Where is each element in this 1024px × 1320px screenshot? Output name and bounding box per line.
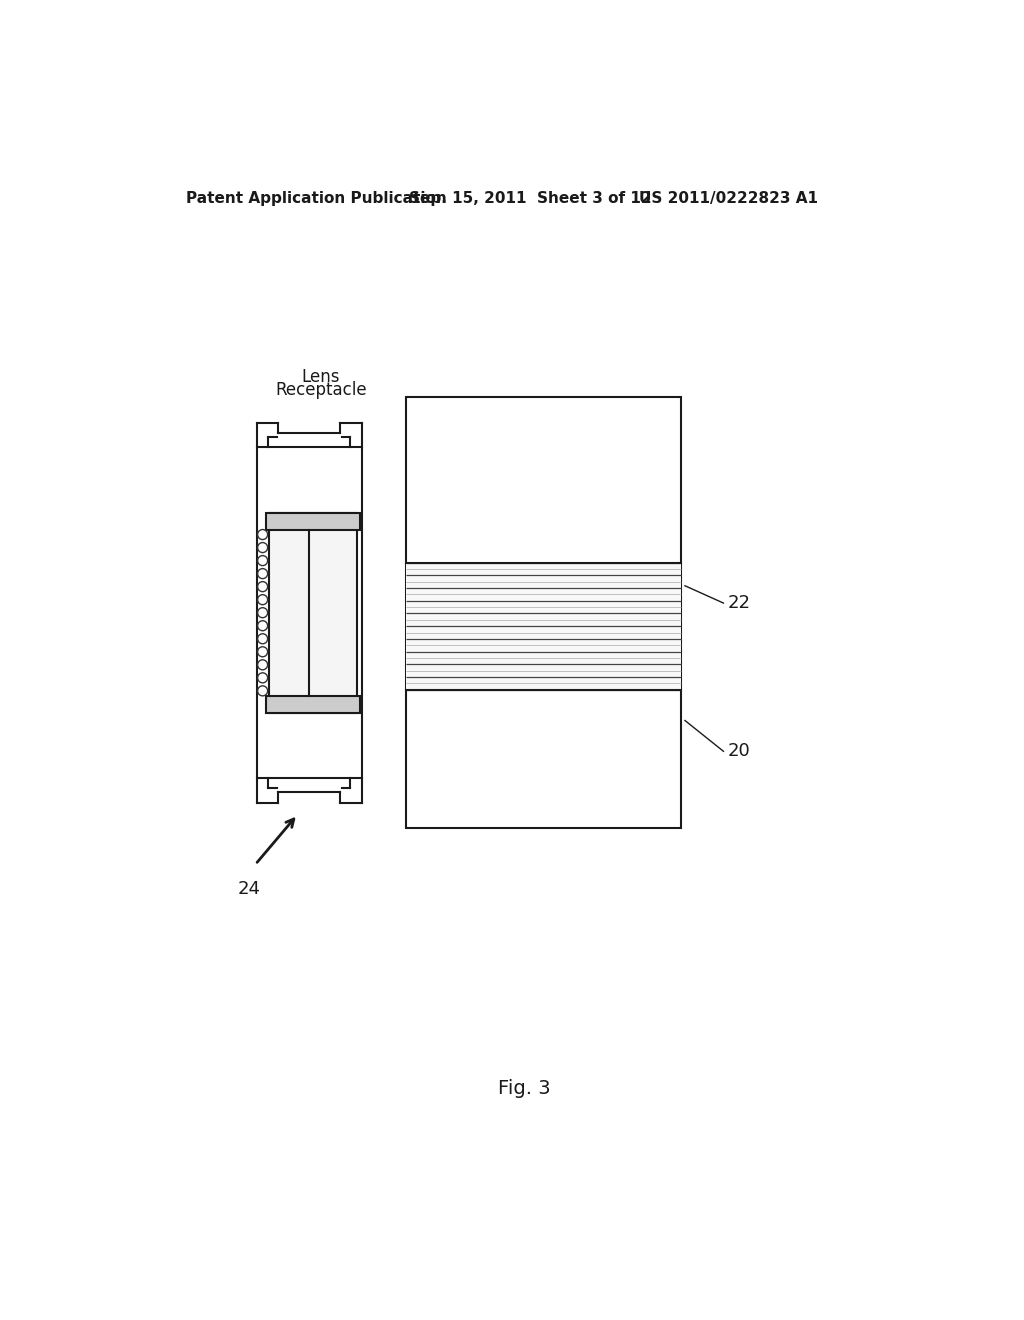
Bar: [407, 397, 681, 829]
Text: Fig. 3: Fig. 3: [499, 1078, 551, 1098]
Bar: [269, 512, 357, 713]
Text: Sep. 15, 2011  Sheet 3 of 12: Sep. 15, 2011 Sheet 3 of 12: [410, 191, 652, 206]
Bar: [407, 562, 681, 689]
Text: Patent Application Publication: Patent Application Publication: [186, 191, 446, 206]
Text: Receptacle: Receptacle: [274, 381, 367, 400]
Text: 22: 22: [727, 594, 751, 612]
Text: 24: 24: [238, 880, 261, 898]
Bar: [257, 447, 361, 779]
Bar: [266, 512, 360, 529]
Bar: [266, 696, 360, 713]
Text: 20: 20: [727, 742, 750, 760]
Text: US 2011/0222823 A1: US 2011/0222823 A1: [639, 191, 818, 206]
Text: Lens: Lens: [301, 367, 340, 385]
